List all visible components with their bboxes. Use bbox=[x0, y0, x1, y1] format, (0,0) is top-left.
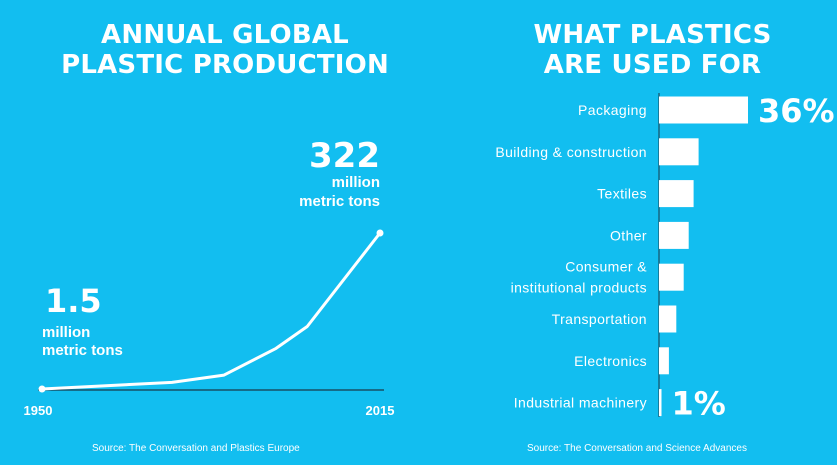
category-label-packaging: Packaging bbox=[578, 102, 647, 118]
line-point-start bbox=[38, 385, 46, 393]
value-label-industrial-machinery: 1% bbox=[672, 385, 726, 423]
x-tick-label-1950: 1950 bbox=[24, 403, 53, 418]
annotation-start-unit-line-1: million bbox=[42, 324, 90, 341]
category-label-building-construction: Building & construction bbox=[495, 144, 647, 160]
annotation-end-unit-line-1: million bbox=[332, 174, 380, 191]
category-label-other: Other bbox=[610, 227, 647, 243]
category-label-electronics: Electronics bbox=[574, 353, 647, 369]
bar-industrial-machinery bbox=[659, 389, 662, 417]
left-source-note: Source: The Conversation and Plastics Eu… bbox=[92, 443, 300, 454]
bar-transportation bbox=[659, 305, 677, 333]
right-chart-title: WHAT PLASTICS ARE USED FOR bbox=[515, 20, 790, 80]
line-series-group bbox=[38, 229, 384, 393]
left-title-line-2: PLASTIC PRODUCTION bbox=[61, 50, 389, 80]
bar-consumer-institutional-products bbox=[659, 263, 684, 291]
bar-packaging bbox=[659, 96, 748, 124]
value-label-packaging: 36% bbox=[758, 92, 835, 130]
category-label-textiles: Textiles bbox=[597, 186, 647, 202]
annotation-end-unit-line-2: metric tons bbox=[299, 193, 380, 210]
bar-series-group: Packaging 36% Building & construction Texti… bbox=[495, 92, 834, 423]
right-title-line-1: WHAT PLASTICS bbox=[533, 20, 772, 50]
annotation-end-value: 322 bbox=[309, 136, 380, 176]
production-line bbox=[40, 231, 382, 391]
line-point-end bbox=[376, 229, 384, 237]
bar-building-construction bbox=[659, 138, 699, 166]
category-label-consumer-institutional-products-line-1: Consumer & bbox=[565, 259, 647, 275]
category-label-consumer-institutional-products-line-2: institutional products bbox=[511, 280, 647, 296]
bar-textiles bbox=[659, 180, 694, 208]
category-label-transportation: Transportation bbox=[552, 311, 647, 327]
right-source-note: Source: The Conversation and Science Adv… bbox=[527, 443, 747, 454]
annotation-start-unit-line-2: metric tons bbox=[42, 342, 123, 359]
left-chart-title: ANNUAL GLOBAL PLASTIC PRODUCTION bbox=[60, 20, 390, 80]
left-title-line-1: ANNUAL GLOBAL bbox=[101, 20, 349, 50]
category-label-industrial-machinery: Industrial machinery bbox=[514, 395, 647, 411]
bar-electronics bbox=[659, 347, 669, 375]
x-tick-label-2015: 2015 bbox=[366, 403, 395, 418]
bar-other bbox=[659, 221, 689, 249]
right-title-line-2: ARE USED FOR bbox=[543, 50, 762, 80]
annotation-start-value: 1.5 bbox=[45, 282, 102, 320]
